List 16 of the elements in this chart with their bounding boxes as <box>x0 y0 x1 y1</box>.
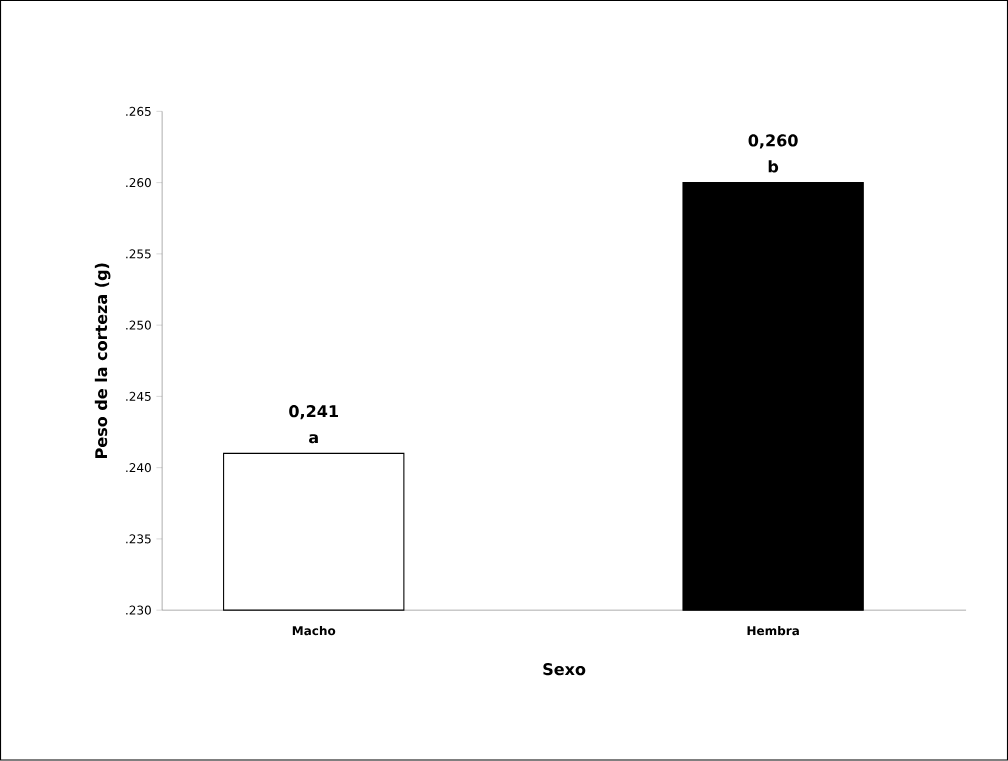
x-tick-label: Macho <box>292 626 336 636</box>
y-tick-label: .240 <box>126 463 151 473</box>
y-tick-label: .235 <box>126 534 151 544</box>
x-axis-title: Sexo <box>543 663 586 676</box>
annotation: b <box>768 160 779 173</box>
x-tick-label: Hembra <box>747 626 799 636</box>
annotation: a <box>309 434 318 444</box>
y-tick-label: .230 <box>126 605 151 615</box>
data-label: 0,260 <box>748 134 798 149</box>
y-tick-label: .245 <box>126 392 151 402</box>
y-tick-label: .265 <box>126 107 151 117</box>
y-axis-title: Peso de la corteza (g) <box>94 263 111 459</box>
y-tick-label: .255 <box>126 249 151 259</box>
data-label: 0,241 <box>289 405 338 420</box>
y-tick-label: .260 <box>126 178 151 188</box>
y-tick-label: .250 <box>126 320 151 330</box>
